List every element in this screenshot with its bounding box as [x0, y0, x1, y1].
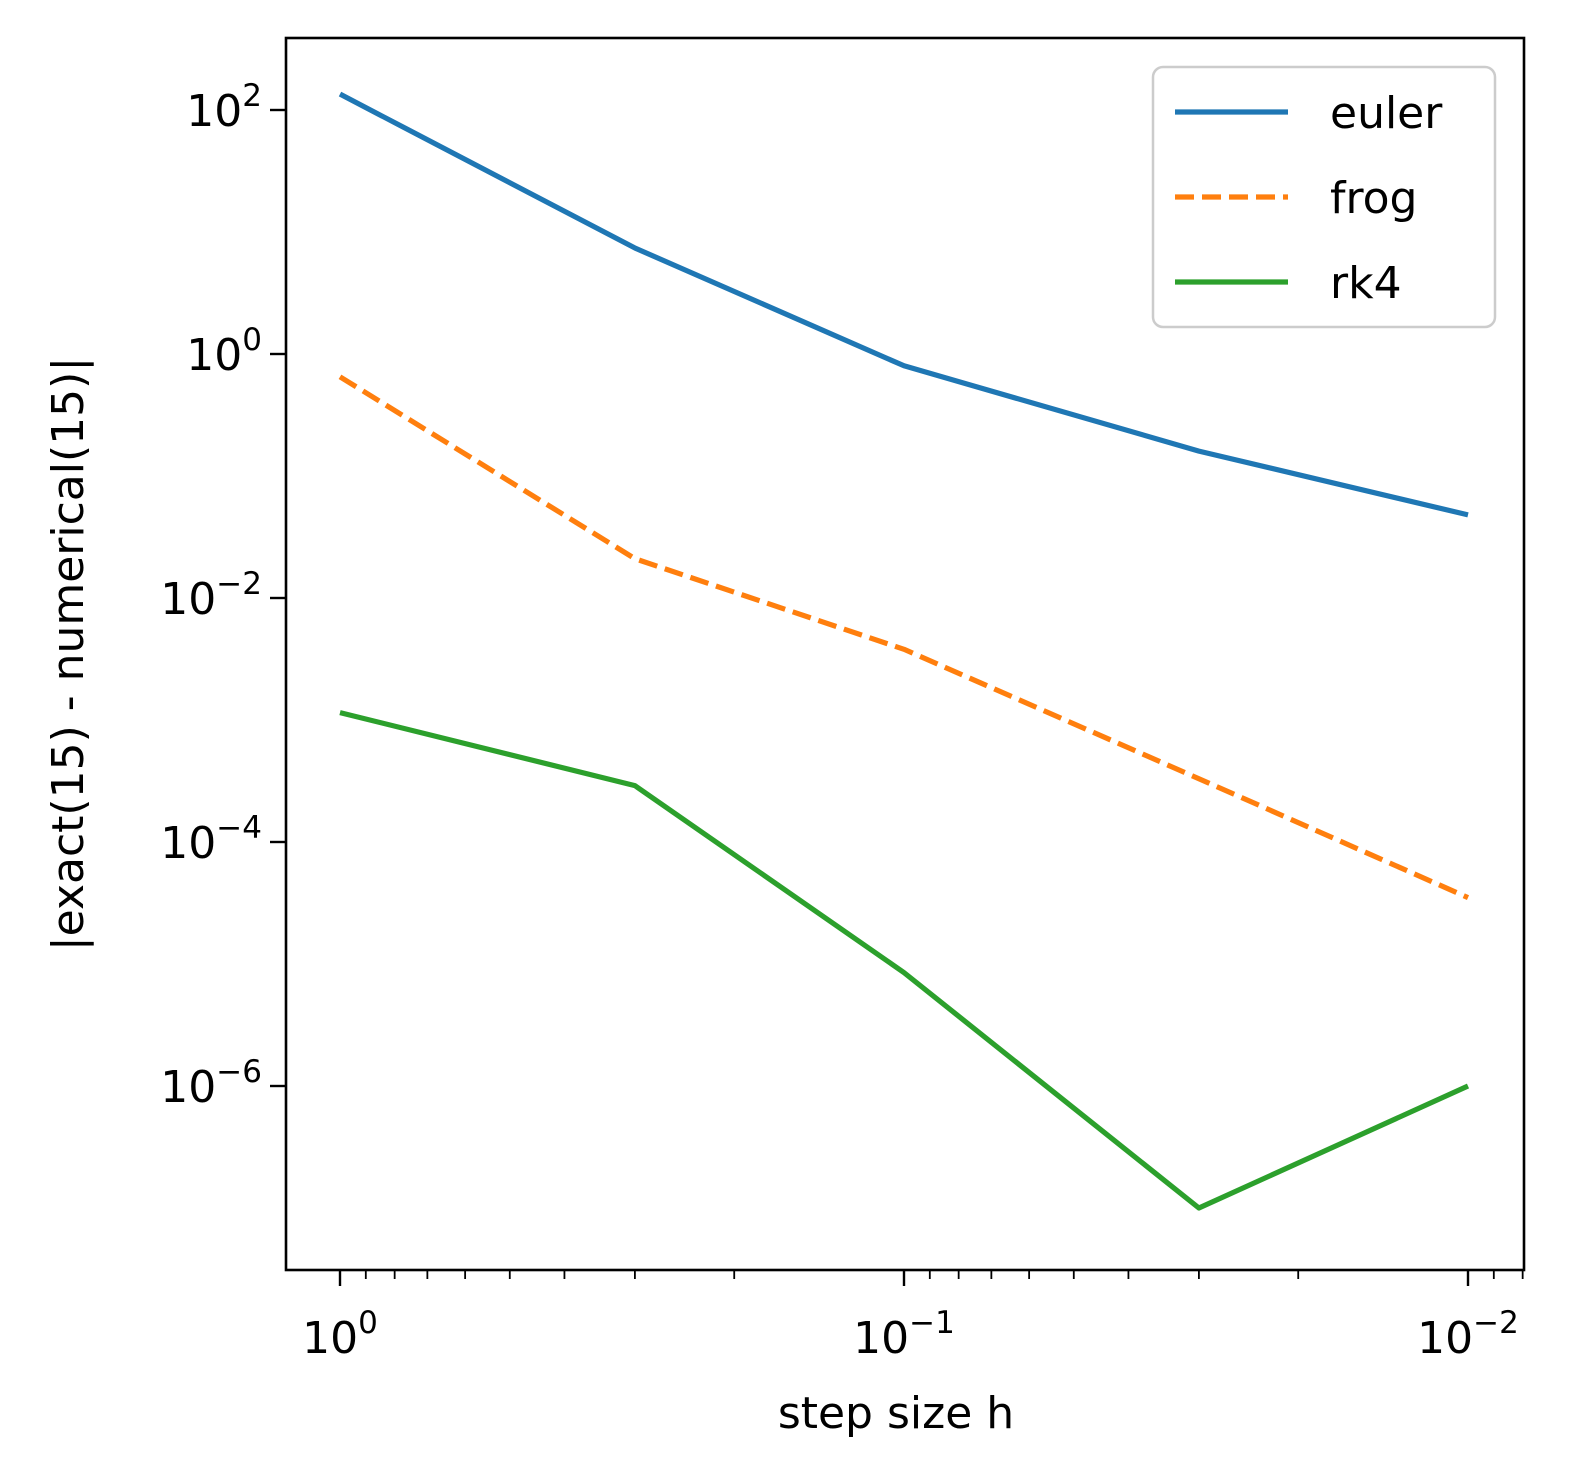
y-axis-label: |exact(15) - numerical(15)|	[43, 357, 94, 951]
series-layer	[338, 91, 1470, 1211]
y-tick-label: 100	[186, 322, 262, 381]
y-tick-label: 10−6	[160, 1054, 262, 1113]
legend-label-euler: euler	[1330, 88, 1443, 139]
ticks-layer: 100 10−1 10−2 102 100 10−2 10−4 10−6	[160, 78, 1524, 1364]
legend: euler frog rk4	[1151, 65, 1497, 329]
x-tick-label: 10−2	[1417, 1305, 1519, 1364]
series-line-frog	[338, 374, 1470, 900]
x-axis-label: step size h	[778, 1388, 1014, 1439]
legend-label-frog: frog	[1330, 173, 1417, 224]
y-tick-label: 10−2	[160, 566, 262, 625]
y-tick-label: 102	[186, 78, 262, 137]
legend-box	[1151, 65, 1497, 329]
x-tick-label: 10−1	[853, 1305, 955, 1364]
legend-label-rk4: rk4	[1330, 258, 1402, 309]
series-line-rk4	[339, 710, 1470, 1211]
series-line-euler	[338, 91, 1469, 518]
y-tick-label: 10−4	[160, 810, 262, 869]
x-tick-label: 100	[302, 1305, 378, 1364]
